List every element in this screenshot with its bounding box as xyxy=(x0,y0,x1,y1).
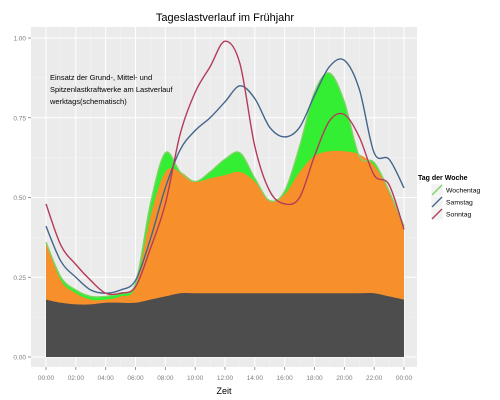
x-tick-label: 12:00 xyxy=(217,375,234,382)
x-tick-label: 20:00 xyxy=(336,375,353,382)
y-tick-label: 0.75 xyxy=(13,115,26,122)
line-sonntag xyxy=(45,40,405,296)
x-tick-label: 04:00 xyxy=(98,375,115,382)
x-tick-label: 10:00 xyxy=(187,375,204,382)
x-tick-label: 18:00 xyxy=(306,375,323,382)
legend-swatch-wochentag xyxy=(431,184,443,196)
series-lines xyxy=(45,40,405,298)
annotation-line-1: Einsatz der Grund-, Mittel- und xyxy=(50,73,152,82)
y-axis: 0.00 0.25 0.50 0.75 1.00 xyxy=(13,36,31,362)
legend-swatch-samstag xyxy=(431,196,443,208)
x-tick-label: 02:00 xyxy=(68,375,85,382)
legend-title: Tag der Woche xyxy=(418,175,468,182)
annotation: Einsatz der Grund-, Mittel- und Spitzenl… xyxy=(49,73,173,106)
y-tick-label: 0.25 xyxy=(13,275,26,282)
line-wochentag xyxy=(45,72,405,298)
legend-label-wochentag: Wochentag xyxy=(446,188,480,195)
y-tick-label: 0.00 xyxy=(13,355,26,362)
chart-title: Tageslastverlauf im Frühjahr xyxy=(156,12,295,24)
legend-label-sonntag: Sonntag xyxy=(446,212,472,219)
legend-swatch-sonntag xyxy=(431,208,443,220)
x-tick-label: 06:00 xyxy=(127,375,144,382)
area-grundlast xyxy=(46,292,404,357)
legend-label-samstag: Samstag xyxy=(446,200,473,207)
x-tick-label: 16:00 xyxy=(277,375,294,382)
y-tick-label: 1.00 xyxy=(13,36,26,43)
annotation-line-2: Spitzenlastkraftwerke am Lastverlauf xyxy=(50,85,173,94)
legend: Tag der Woche Wochentag Samstag Sonntag xyxy=(418,175,480,221)
x-tick-label: 00:00 xyxy=(38,375,55,382)
x-axis: 00:00 02:00 04:00 06:00 08:00 10:00 12:00 14:00… xyxy=(38,367,413,382)
x-tick-label: 14:00 xyxy=(247,375,264,382)
annotation-line-3: werktags(schematisch) xyxy=(49,97,127,106)
x-tick-label: 08:00 xyxy=(157,375,174,382)
x-tick-label: 22:00 xyxy=(366,375,383,382)
x-tick-label: 00:00 xyxy=(396,375,413,382)
y-tick-label: 0.50 xyxy=(13,195,26,202)
x-axis-label: Zeit xyxy=(216,386,232,396)
